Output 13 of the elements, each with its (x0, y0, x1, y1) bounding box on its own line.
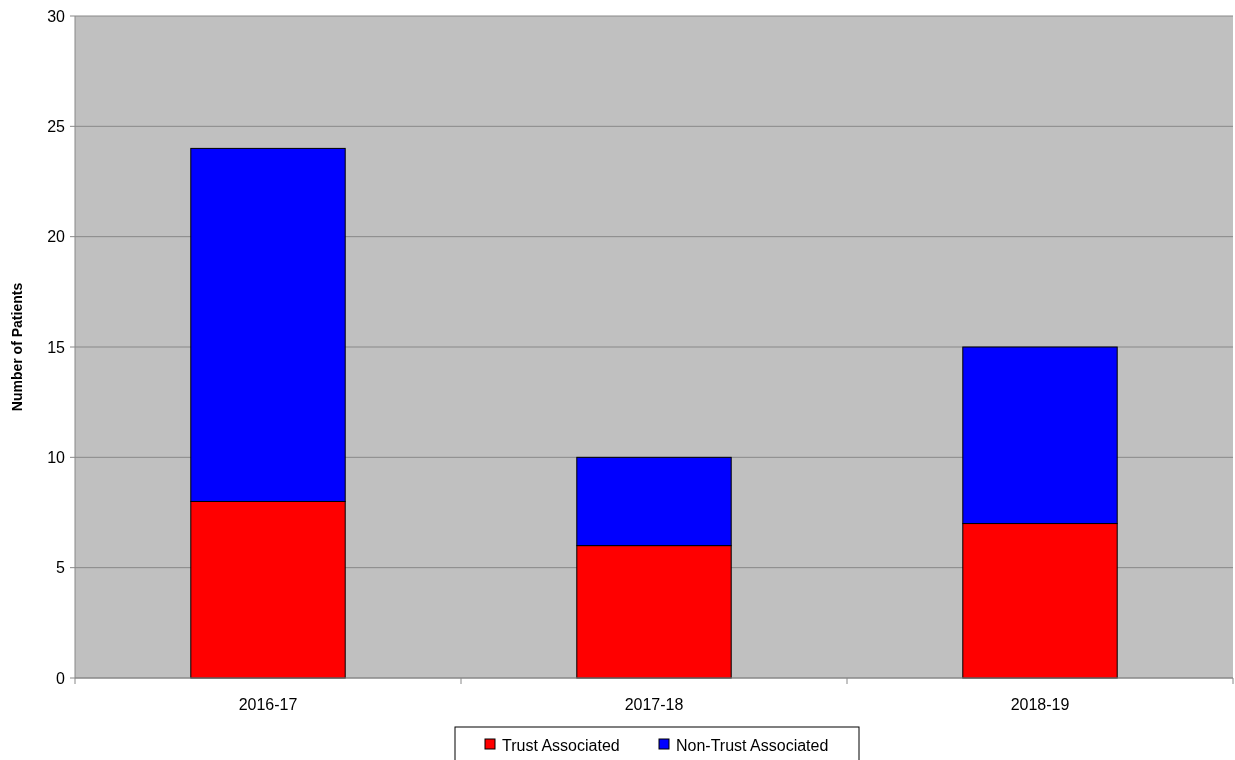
y-tick-label: 0 (56, 669, 66, 687)
x-tick-label: 2018-19 (1010, 696, 1070, 713)
y-tick-label: 20 (47, 228, 66, 246)
y-axis-title: Number of Patients (9, 282, 25, 412)
y-tick-label: 5 (56, 559, 66, 577)
x-tick-label: 2017-18 (624, 696, 684, 713)
legend-label: Trust Associated (502, 736, 620, 754)
x-tick-label: 2016-17 (238, 696, 298, 713)
y-tick-label: 30 (47, 7, 66, 25)
y-tick-label: 25 (47, 117, 66, 135)
y-tick-label: 15 (47, 338, 66, 356)
legend-label: Non-Trust Associated (676, 736, 829, 754)
y-tick-label: 10 (47, 448, 66, 466)
